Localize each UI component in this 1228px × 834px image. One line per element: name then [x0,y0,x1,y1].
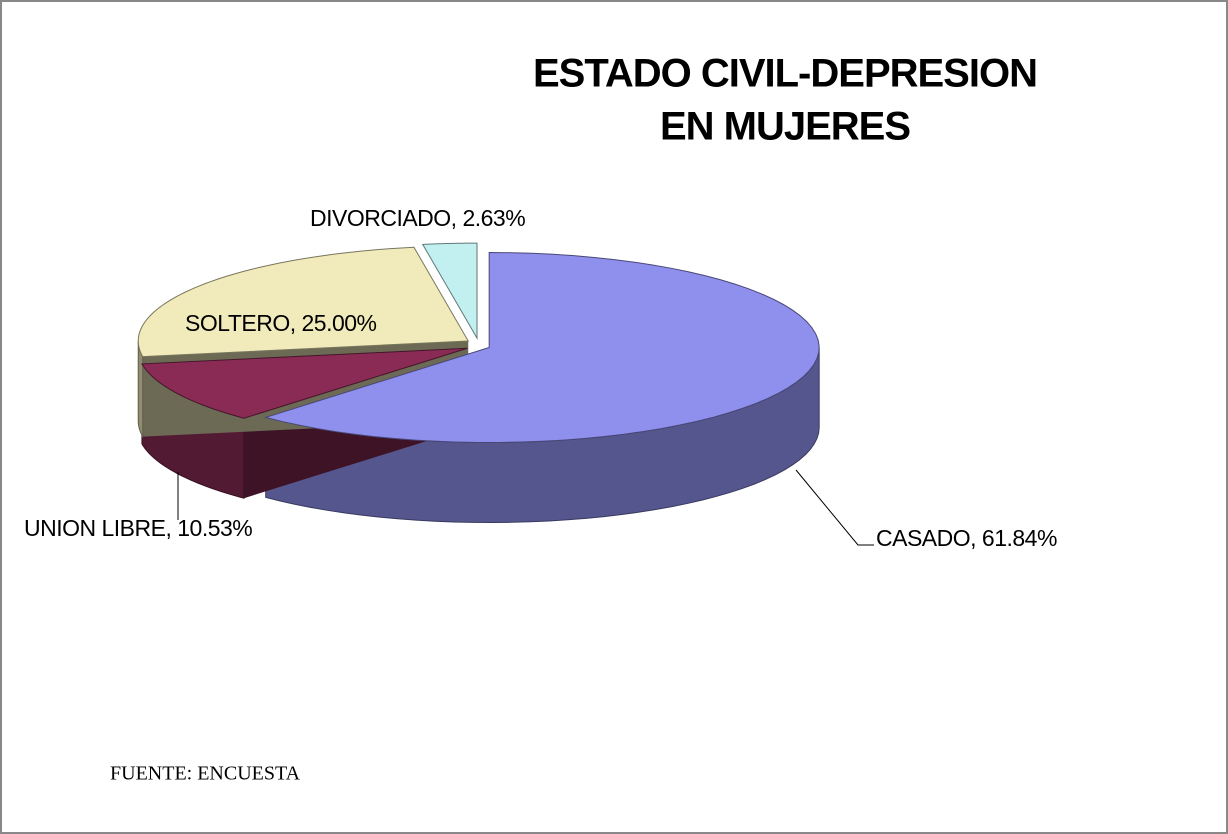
pie-tops [137,242,820,443]
pie [137,242,820,524]
data-label: CASADO, 61.84% [876,525,1057,551]
source-note: FUENTE: ENCUESTA [110,763,301,785]
data-label: UNION LIBRE, 10.53% [24,515,252,541]
pie-slice [263,252,820,443]
pie-slice [141,347,468,419]
pie-slice [421,242,478,340]
pie-slice [137,246,470,358]
chart-title: EN MUJERES [660,105,910,149]
data-label: SOLTERO, 25.00% [185,310,377,336]
data-label: DIVORCIADO, 2.63% [310,205,525,231]
chart-title: ESTADO CIVIL-DEPRESION [533,52,1037,96]
leader-line [795,469,874,546]
